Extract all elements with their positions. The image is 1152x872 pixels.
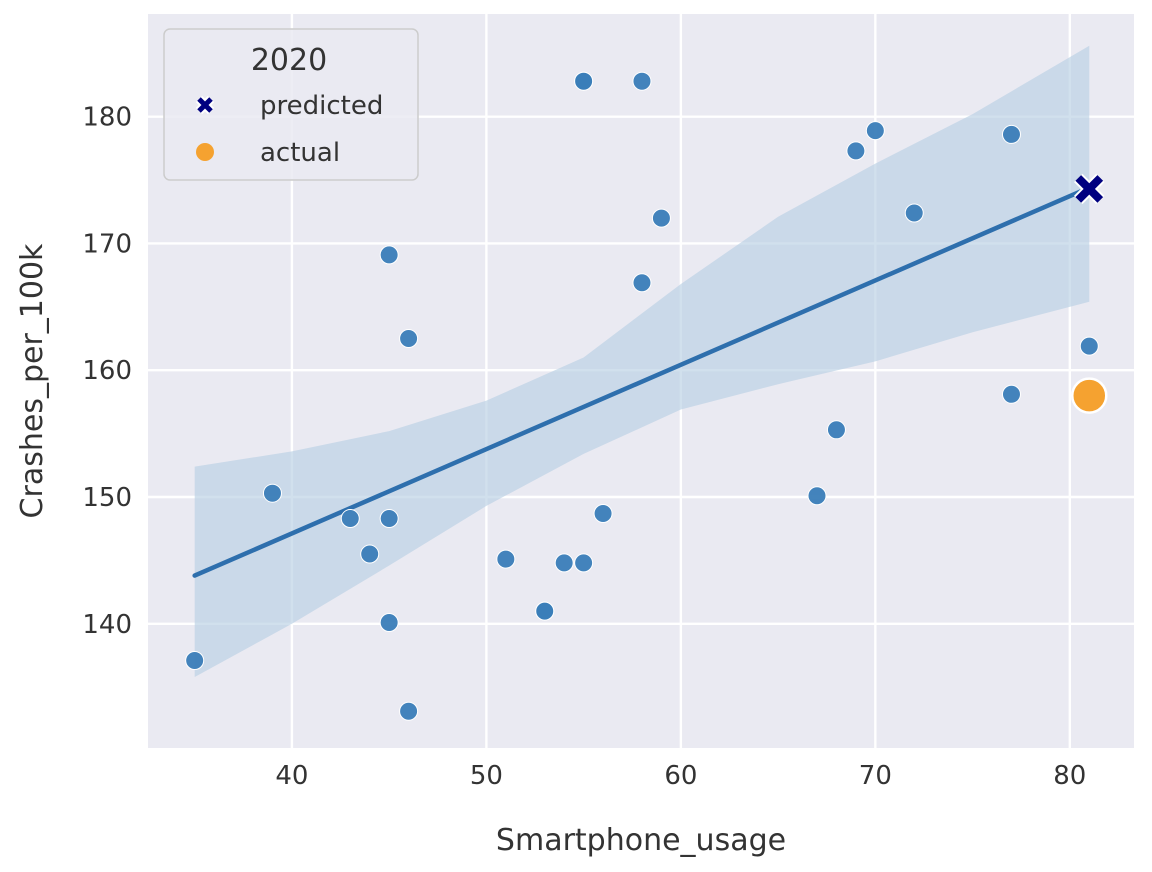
x-axis-label: Smartphone_usage bbox=[496, 823, 786, 858]
data-point-5 bbox=[379, 612, 399, 632]
y-tick-label-150: 150 bbox=[82, 483, 132, 513]
x-tick-label-70: 70 bbox=[859, 761, 892, 791]
x-tick-label-80: 80 bbox=[1053, 761, 1086, 791]
data-point-25 bbox=[1001, 124, 1021, 144]
regression-line bbox=[192, 185, 1092, 578]
data-point-12 bbox=[554, 553, 574, 573]
actual-2020-marker bbox=[1071, 377, 1108, 414]
data-point-17 bbox=[632, 71, 652, 91]
data-points bbox=[185, 71, 1099, 721]
regression-line-group bbox=[192, 185, 1092, 578]
data-point-26 bbox=[1001, 384, 1021, 404]
data-point-24 bbox=[904, 203, 924, 223]
data-point-23 bbox=[865, 121, 885, 141]
data-point-21 bbox=[826, 420, 846, 440]
y-tick-label-160: 160 bbox=[82, 356, 132, 386]
x-tick-label-40: 40 bbox=[275, 761, 308, 791]
legend-actual-label: actual bbox=[260, 138, 340, 168]
data-point-15 bbox=[574, 71, 594, 91]
data-point-18 bbox=[632, 273, 652, 293]
data-point-27 bbox=[1079, 336, 1099, 356]
data-point-7 bbox=[399, 329, 419, 349]
legend-actual-marker-icon bbox=[196, 143, 214, 161]
y-tick-label-180: 180 bbox=[82, 103, 132, 133]
y-tick-label-140: 140 bbox=[82, 610, 132, 640]
data-point-4 bbox=[379, 509, 399, 529]
data-point-22 bbox=[846, 141, 866, 161]
legend-title: 2020 bbox=[251, 43, 327, 78]
data-point-16 bbox=[593, 503, 613, 523]
confidence-band-group bbox=[194, 45, 1090, 677]
data-point-3 bbox=[360, 544, 380, 564]
predicted-2020-marker bbox=[1074, 173, 1105, 205]
x-tick-label-50: 50 bbox=[470, 761, 503, 791]
x-tick-labels: 40 50 60 70 80 bbox=[275, 761, 1086, 791]
data-point-8 bbox=[399, 701, 419, 721]
data-point-13 bbox=[574, 553, 594, 573]
data-point-0 bbox=[185, 651, 205, 671]
data-point-11 bbox=[535, 601, 555, 621]
highlight-markers bbox=[1071, 173, 1108, 414]
y-tick-label-170: 170 bbox=[82, 229, 132, 259]
data-point-19 bbox=[651, 208, 671, 228]
confidence-band bbox=[194, 45, 1090, 677]
data-point-9 bbox=[496, 549, 516, 569]
legend-predicted-label: predicted bbox=[260, 91, 383, 121]
legend-predicted-marker-icon bbox=[195, 95, 215, 115]
legend: 2020 predicted actual bbox=[163, 28, 419, 181]
data-point-1 bbox=[262, 483, 282, 503]
data-point-6 bbox=[379, 245, 399, 265]
y-axis-label: Crashes_per_100k bbox=[15, 243, 50, 518]
y-tick-labels: 140 150 160 170 180 bbox=[82, 103, 132, 640]
data-point-2 bbox=[340, 509, 360, 529]
data-point-20 bbox=[807, 486, 827, 506]
legend-box bbox=[163, 28, 419, 181]
x-tick-label-60: 60 bbox=[664, 761, 697, 791]
